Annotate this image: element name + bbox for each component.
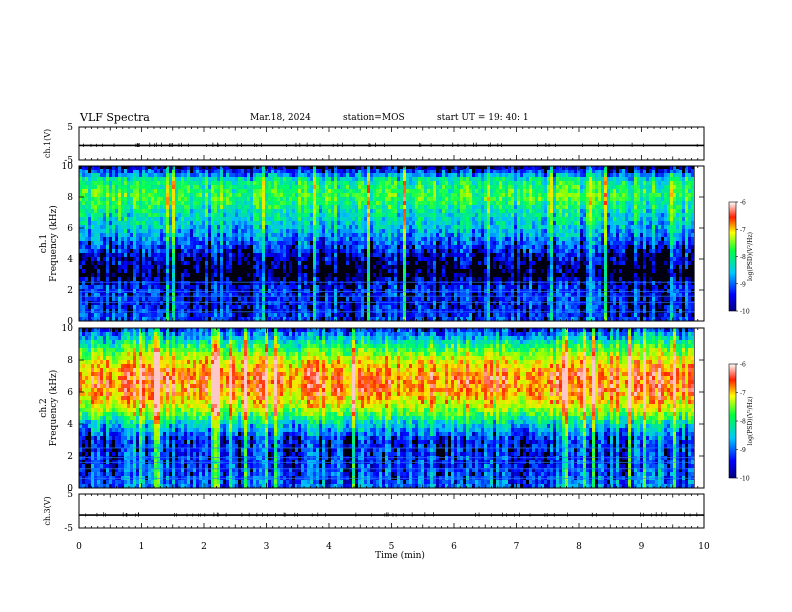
xaxis-tick: 9 — [639, 542, 645, 552]
ch1-spectrogram-colorbar-tick: -10 — [740, 309, 750, 316]
ch2-spectrogram-colorbar-label: log(PSD)(V²/Hz) — [747, 397, 754, 446]
ch1-spectrogram-colorbar-label: log(PSD)(V²/Hz) — [747, 232, 754, 281]
ch1-spectrogram-colorbar-tick: -9 — [740, 281, 746, 288]
xaxis-tick: 7 — [514, 542, 520, 552]
ch1-spectrogram-colorbar-tick: -7 — [740, 227, 746, 234]
ch2-spectrogram-ylabel: ch.2 — [39, 398, 49, 417]
ch1-spectrogram-ytick: 2 — [67, 286, 73, 296]
ch2-spectrogram-ytick: 6 — [67, 388, 73, 398]
xaxis-tick: 2 — [201, 542, 207, 552]
ch2-spectrogram-colorbar-tick: -8 — [740, 419, 746, 426]
ch2-spectrogram-ylabel: Frequency (kHz) — [48, 370, 59, 447]
xaxis-tick: 0 — [76, 542, 82, 552]
ch1-spectrogram-ytick: 10 — [62, 162, 74, 172]
ch2-spectrogram-colorbar-tick: -6 — [740, 362, 746, 369]
ch1-spectrogram-image — [79, 166, 704, 321]
xaxis-tick: 5 — [389, 542, 395, 552]
ch1-waveform-ylabel: ch.1(V) — [43, 129, 52, 158]
ch2-spectrogram-ytick: 10 — [62, 324, 74, 334]
date-label: Mar.18, 2024 — [250, 113, 311, 123]
ch2-spectrogram-ytick: 8 — [67, 356, 73, 366]
ch1-spectrogram-ylabel: ch.1 — [39, 234, 49, 253]
ch2-spectrogram-colorbar-tick: -9 — [740, 447, 746, 454]
ch2-spectrogram-image — [79, 328, 704, 488]
ch2-spectrogram-colorbar-tick: -10 — [740, 476, 750, 483]
xaxis-tick: 10 — [698, 542, 710, 552]
ch3-waveform-ylabel: ch.3(V) — [43, 496, 52, 525]
ch1-spectrogram-ytick: 0 — [67, 317, 73, 327]
ch1-spectrogram-colorbar-tick: -6 — [740, 200, 746, 207]
ch1-waveform-ytick: 5 — [67, 123, 73, 133]
xaxis-tick: 4 — [326, 542, 332, 552]
ch1-spectrogram-ytick: 8 — [67, 193, 73, 203]
ch1-spectrogram-colorbar — [728, 201, 737, 312]
figure-title: VLF Spectra — [80, 111, 150, 124]
ch1-waveform-ytick: -5 — [64, 156, 73, 166]
ch2-spectrogram-colorbar-tick: -7 — [740, 390, 746, 397]
xaxis-tick: 3 — [264, 542, 270, 552]
xaxis-label: Time (min) — [375, 550, 425, 561]
ch2-spectrogram-ytick: 0 — [67, 484, 73, 494]
ch1-spectrogram-ytick: 6 — [67, 224, 73, 234]
xaxis-tick: 1 — [139, 542, 145, 552]
station-label: station=MOS — [343, 113, 405, 123]
ch2-spectrogram-ytick: 2 — [67, 452, 73, 462]
ch2-spectrogram-colorbar — [728, 363, 737, 479]
ch2-spectrogram-ytick: 4 — [67, 420, 73, 430]
xaxis-tick: 8 — [576, 542, 582, 552]
xaxis-tick: 6 — [451, 542, 457, 552]
ch1-spectrogram-ylabel: Frequency (kHz) — [48, 205, 59, 282]
ch3-waveform-frame — [78, 493, 705, 529]
ch1-spectrogram-colorbar-tick: -8 — [740, 254, 746, 261]
start-time-label: start UT = 19: 40: 1 — [437, 113, 529, 123]
ch3-waveform-ytick: 5 — [67, 490, 73, 500]
ch3-waveform-ytick: -5 — [64, 524, 73, 534]
ch1-spectrogram-ytick: 4 — [67, 255, 73, 265]
